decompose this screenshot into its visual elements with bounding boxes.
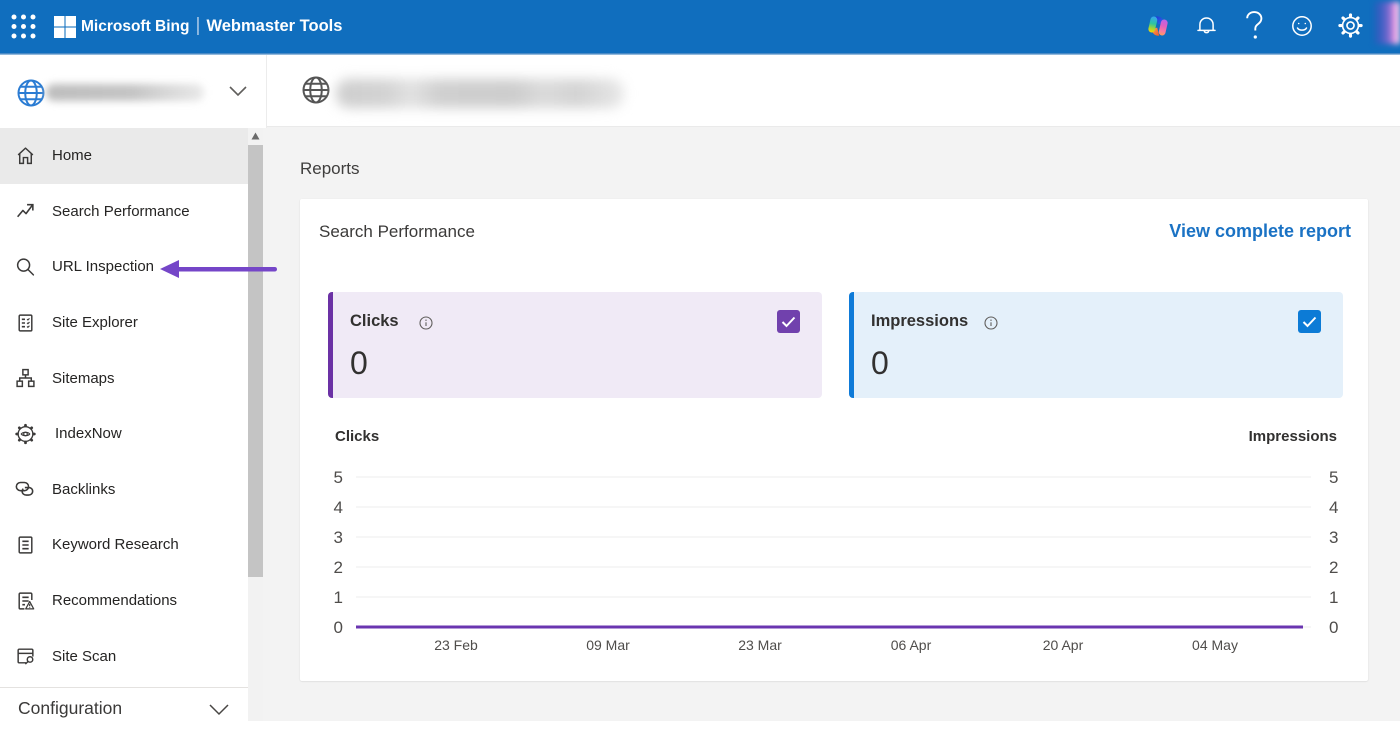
- svg-text:09 Mar: 09 Mar: [586, 637, 630, 653]
- svg-text:3: 3: [334, 528, 343, 547]
- svg-text:23 Mar: 23 Mar: [738, 637, 782, 653]
- svg-text:20 Apr: 20 Apr: [1043, 637, 1084, 653]
- svg-text:5: 5: [334, 468, 343, 487]
- svg-text:0: 0: [1329, 618, 1338, 637]
- svg-text:1: 1: [1329, 588, 1338, 607]
- svg-text:2: 2: [1329, 558, 1338, 577]
- svg-text:23 Feb: 23 Feb: [434, 637, 478, 653]
- svg-text:06 Apr: 06 Apr: [891, 637, 932, 653]
- svg-text:4: 4: [334, 498, 343, 517]
- svg-text:3: 3: [1329, 528, 1338, 547]
- svg-text:5: 5: [1329, 468, 1338, 487]
- svg-text:0: 0: [334, 618, 343, 637]
- svg-text:04 May: 04 May: [1192, 637, 1238, 653]
- svg-text:1: 1: [334, 588, 343, 607]
- svg-text:4: 4: [1329, 498, 1338, 517]
- svg-text:2: 2: [334, 558, 343, 577]
